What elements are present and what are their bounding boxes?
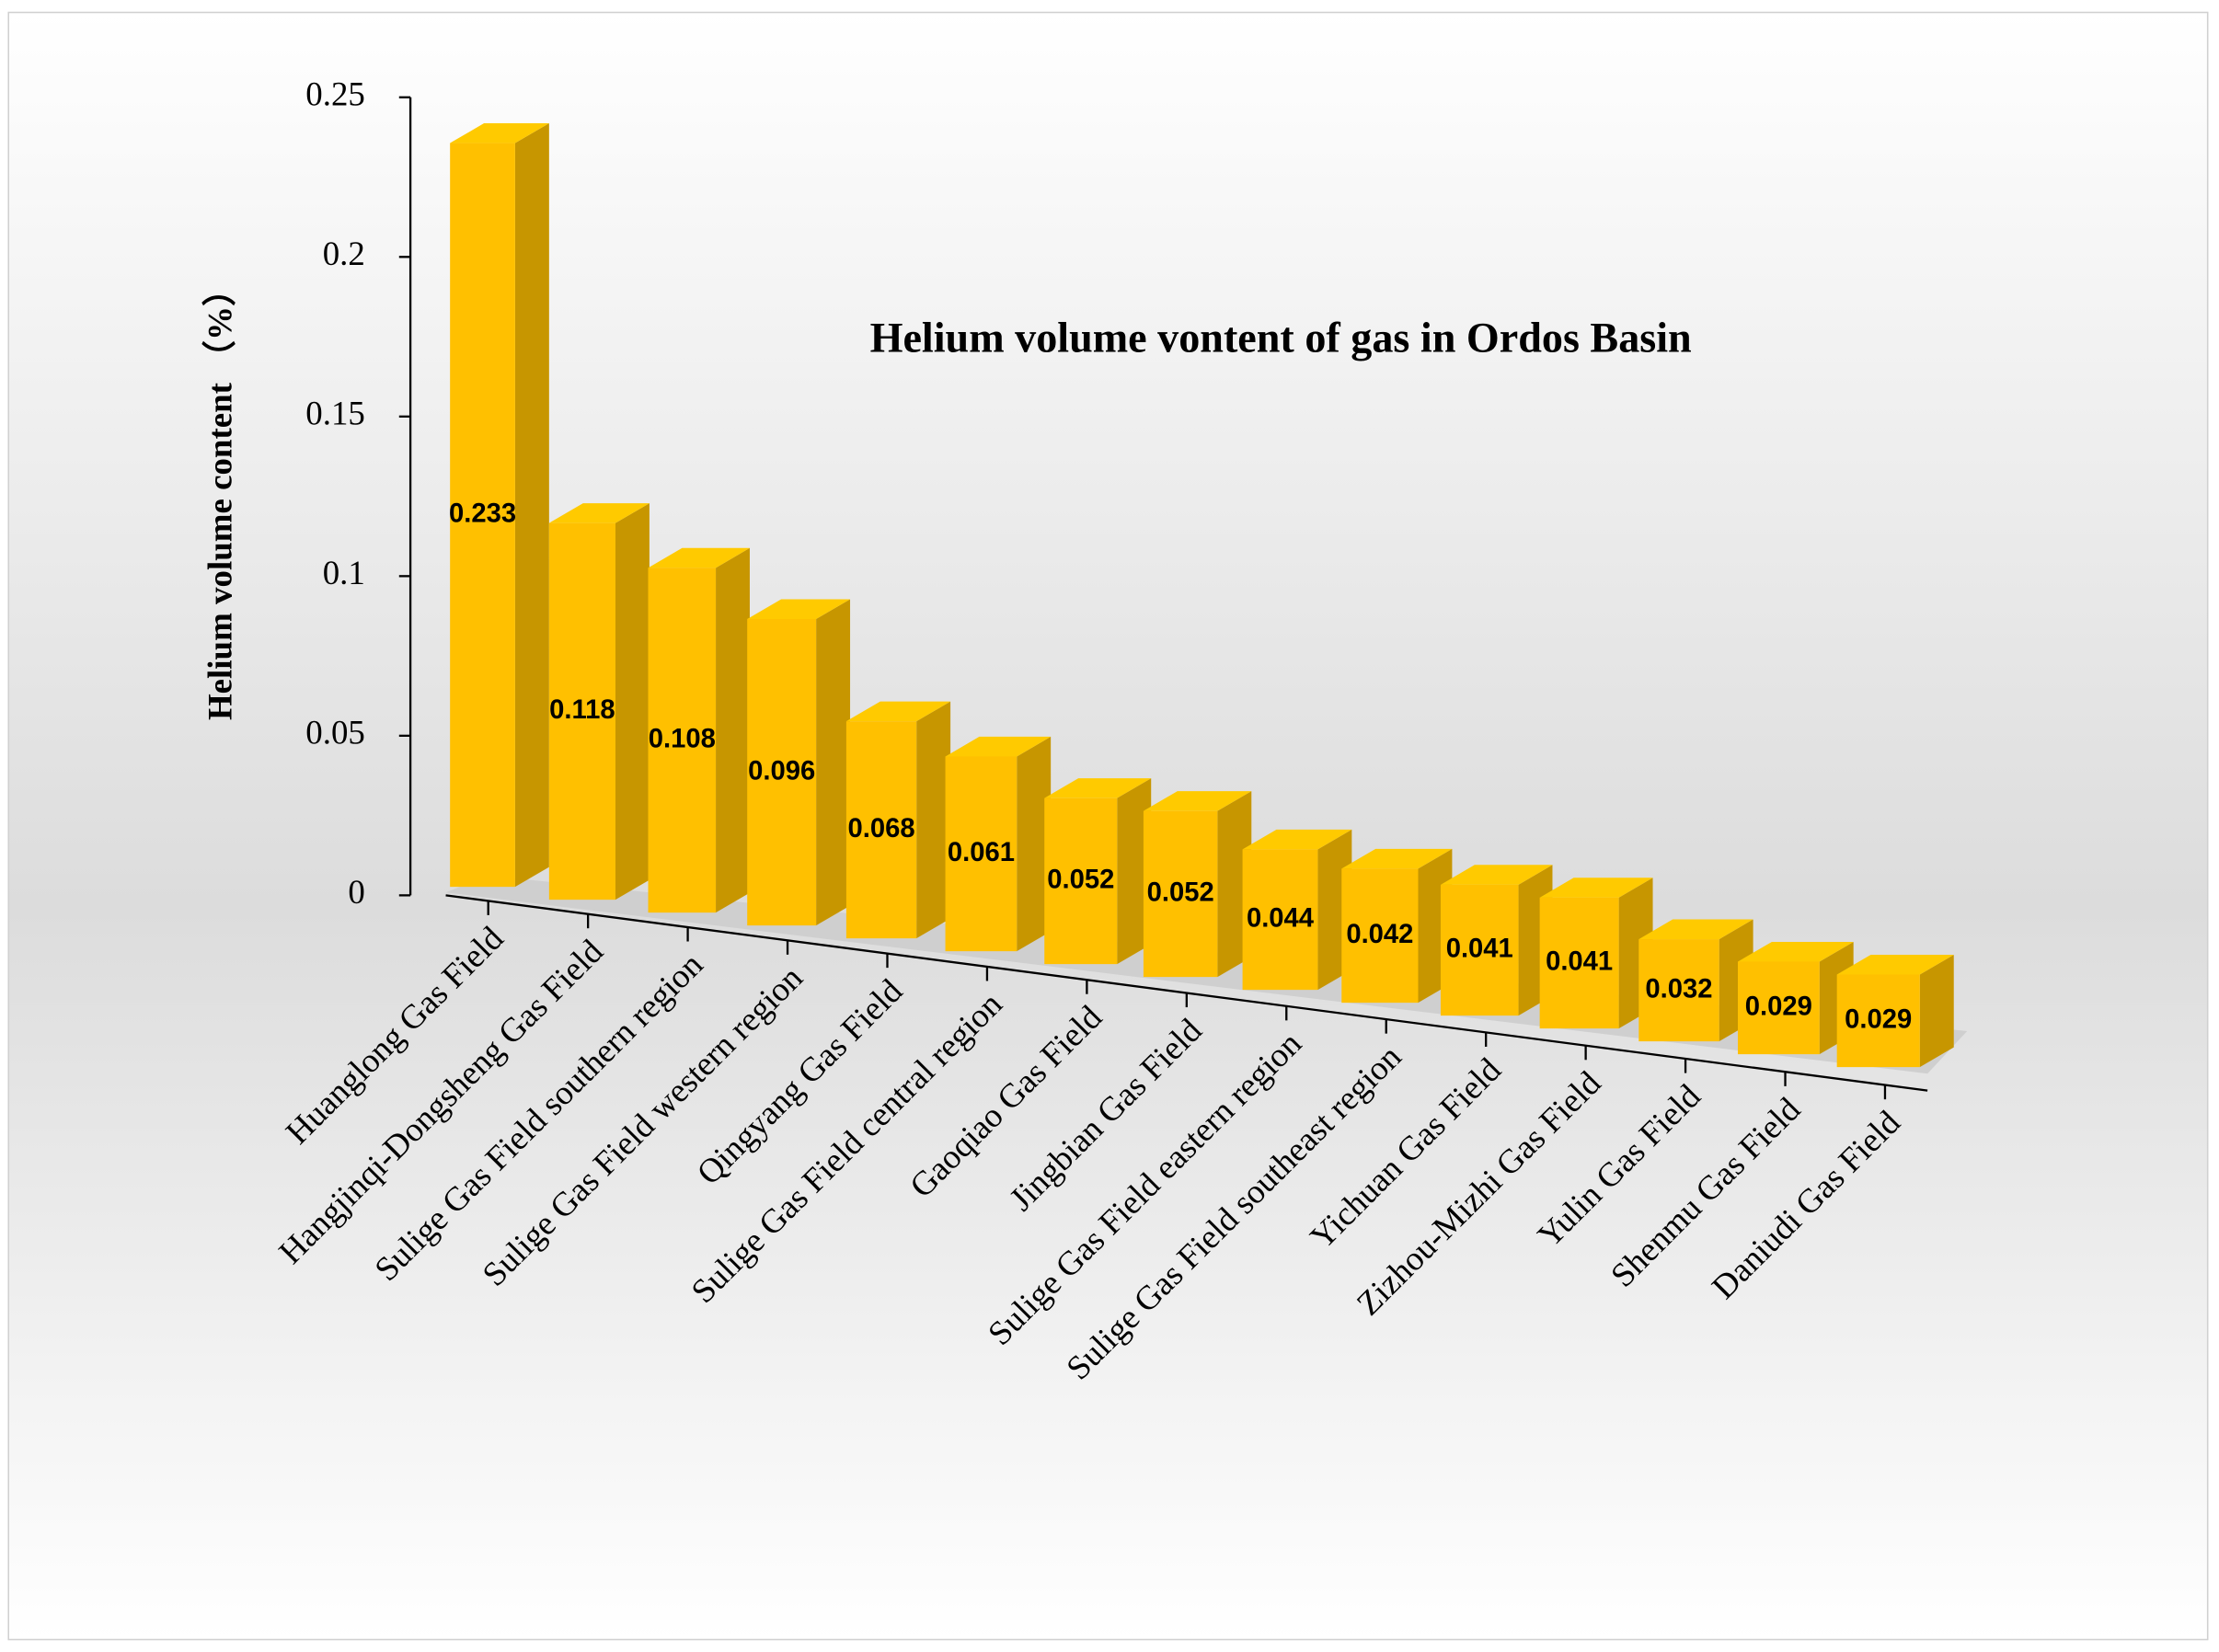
bar-top (1341, 848, 1453, 869)
y-tick-label: 0.25 (305, 75, 365, 112)
bar-top (1836, 954, 1954, 975)
bar (1638, 939, 1719, 1042)
bar (1836, 974, 1920, 1068)
bar (1440, 884, 1519, 1016)
y-tick-label: 0.05 (305, 713, 365, 751)
y-tick-label: 0 (348, 873, 364, 911)
value-label: 0.068 (847, 814, 914, 843)
bar-side (816, 599, 851, 926)
bar-side (1117, 778, 1152, 965)
bar (1341, 868, 1419, 1004)
bar-top (1539, 878, 1653, 898)
value-label: 0.041 (1546, 947, 1613, 977)
bar (1044, 797, 1118, 965)
bar-side (916, 701, 951, 939)
bar-top (1044, 778, 1152, 798)
bar-side (716, 547, 750, 913)
value-label: 0.052 (1147, 878, 1214, 908)
bar-top (945, 736, 1052, 757)
y-tick-label: 0.15 (305, 394, 365, 431)
bar-side (514, 123, 549, 888)
value-label: 0.061 (948, 838, 1015, 867)
bar-side (1919, 954, 1954, 1068)
value-label: 0.096 (748, 756, 815, 786)
bar-side (1017, 736, 1052, 952)
bar (747, 618, 817, 926)
value-label: 0.029 (1845, 1005, 1912, 1035)
bar-top (1143, 791, 1252, 811)
bar-top (747, 599, 851, 619)
bar (845, 721, 917, 939)
bar (548, 522, 615, 901)
bar-top (845, 701, 951, 722)
value-label: 0.032 (1645, 974, 1712, 1004)
y-tick-label: 0.1 (323, 554, 365, 591)
value-label: 0.108 (649, 724, 716, 753)
bar (1143, 810, 1218, 978)
bar-top (1737, 941, 1854, 962)
bar (1737, 961, 1820, 1055)
bar (1539, 897, 1619, 1029)
x-axis (445, 894, 1928, 1092)
y-tick-label: 0.2 (323, 235, 365, 272)
value-label: 0.233 (449, 499, 516, 529)
bar-top (1638, 919, 1753, 940)
bar-top (450, 123, 549, 143)
bar (1242, 849, 1318, 991)
value-label: 0.052 (1047, 866, 1114, 895)
bar-top (1242, 829, 1352, 850)
bar-top (648, 547, 750, 568)
value-label: 0.042 (1346, 920, 1413, 949)
bar-top (548, 503, 650, 523)
chart-title: Helium volume vontent of gas in Ordos Ba… (870, 315, 1692, 361)
value-label: 0.118 (549, 695, 615, 725)
y-axis-title: Helium volume content （%） (201, 272, 239, 720)
bar (945, 756, 1018, 952)
bar (648, 568, 717, 913)
value-label: 0.041 (1446, 935, 1513, 964)
bar-side (615, 503, 650, 901)
bar-top (1440, 865, 1553, 885)
value-label: 0.029 (1745, 992, 1812, 1022)
bar (450, 143, 515, 888)
value-label: 0.044 (1247, 904, 1315, 934)
